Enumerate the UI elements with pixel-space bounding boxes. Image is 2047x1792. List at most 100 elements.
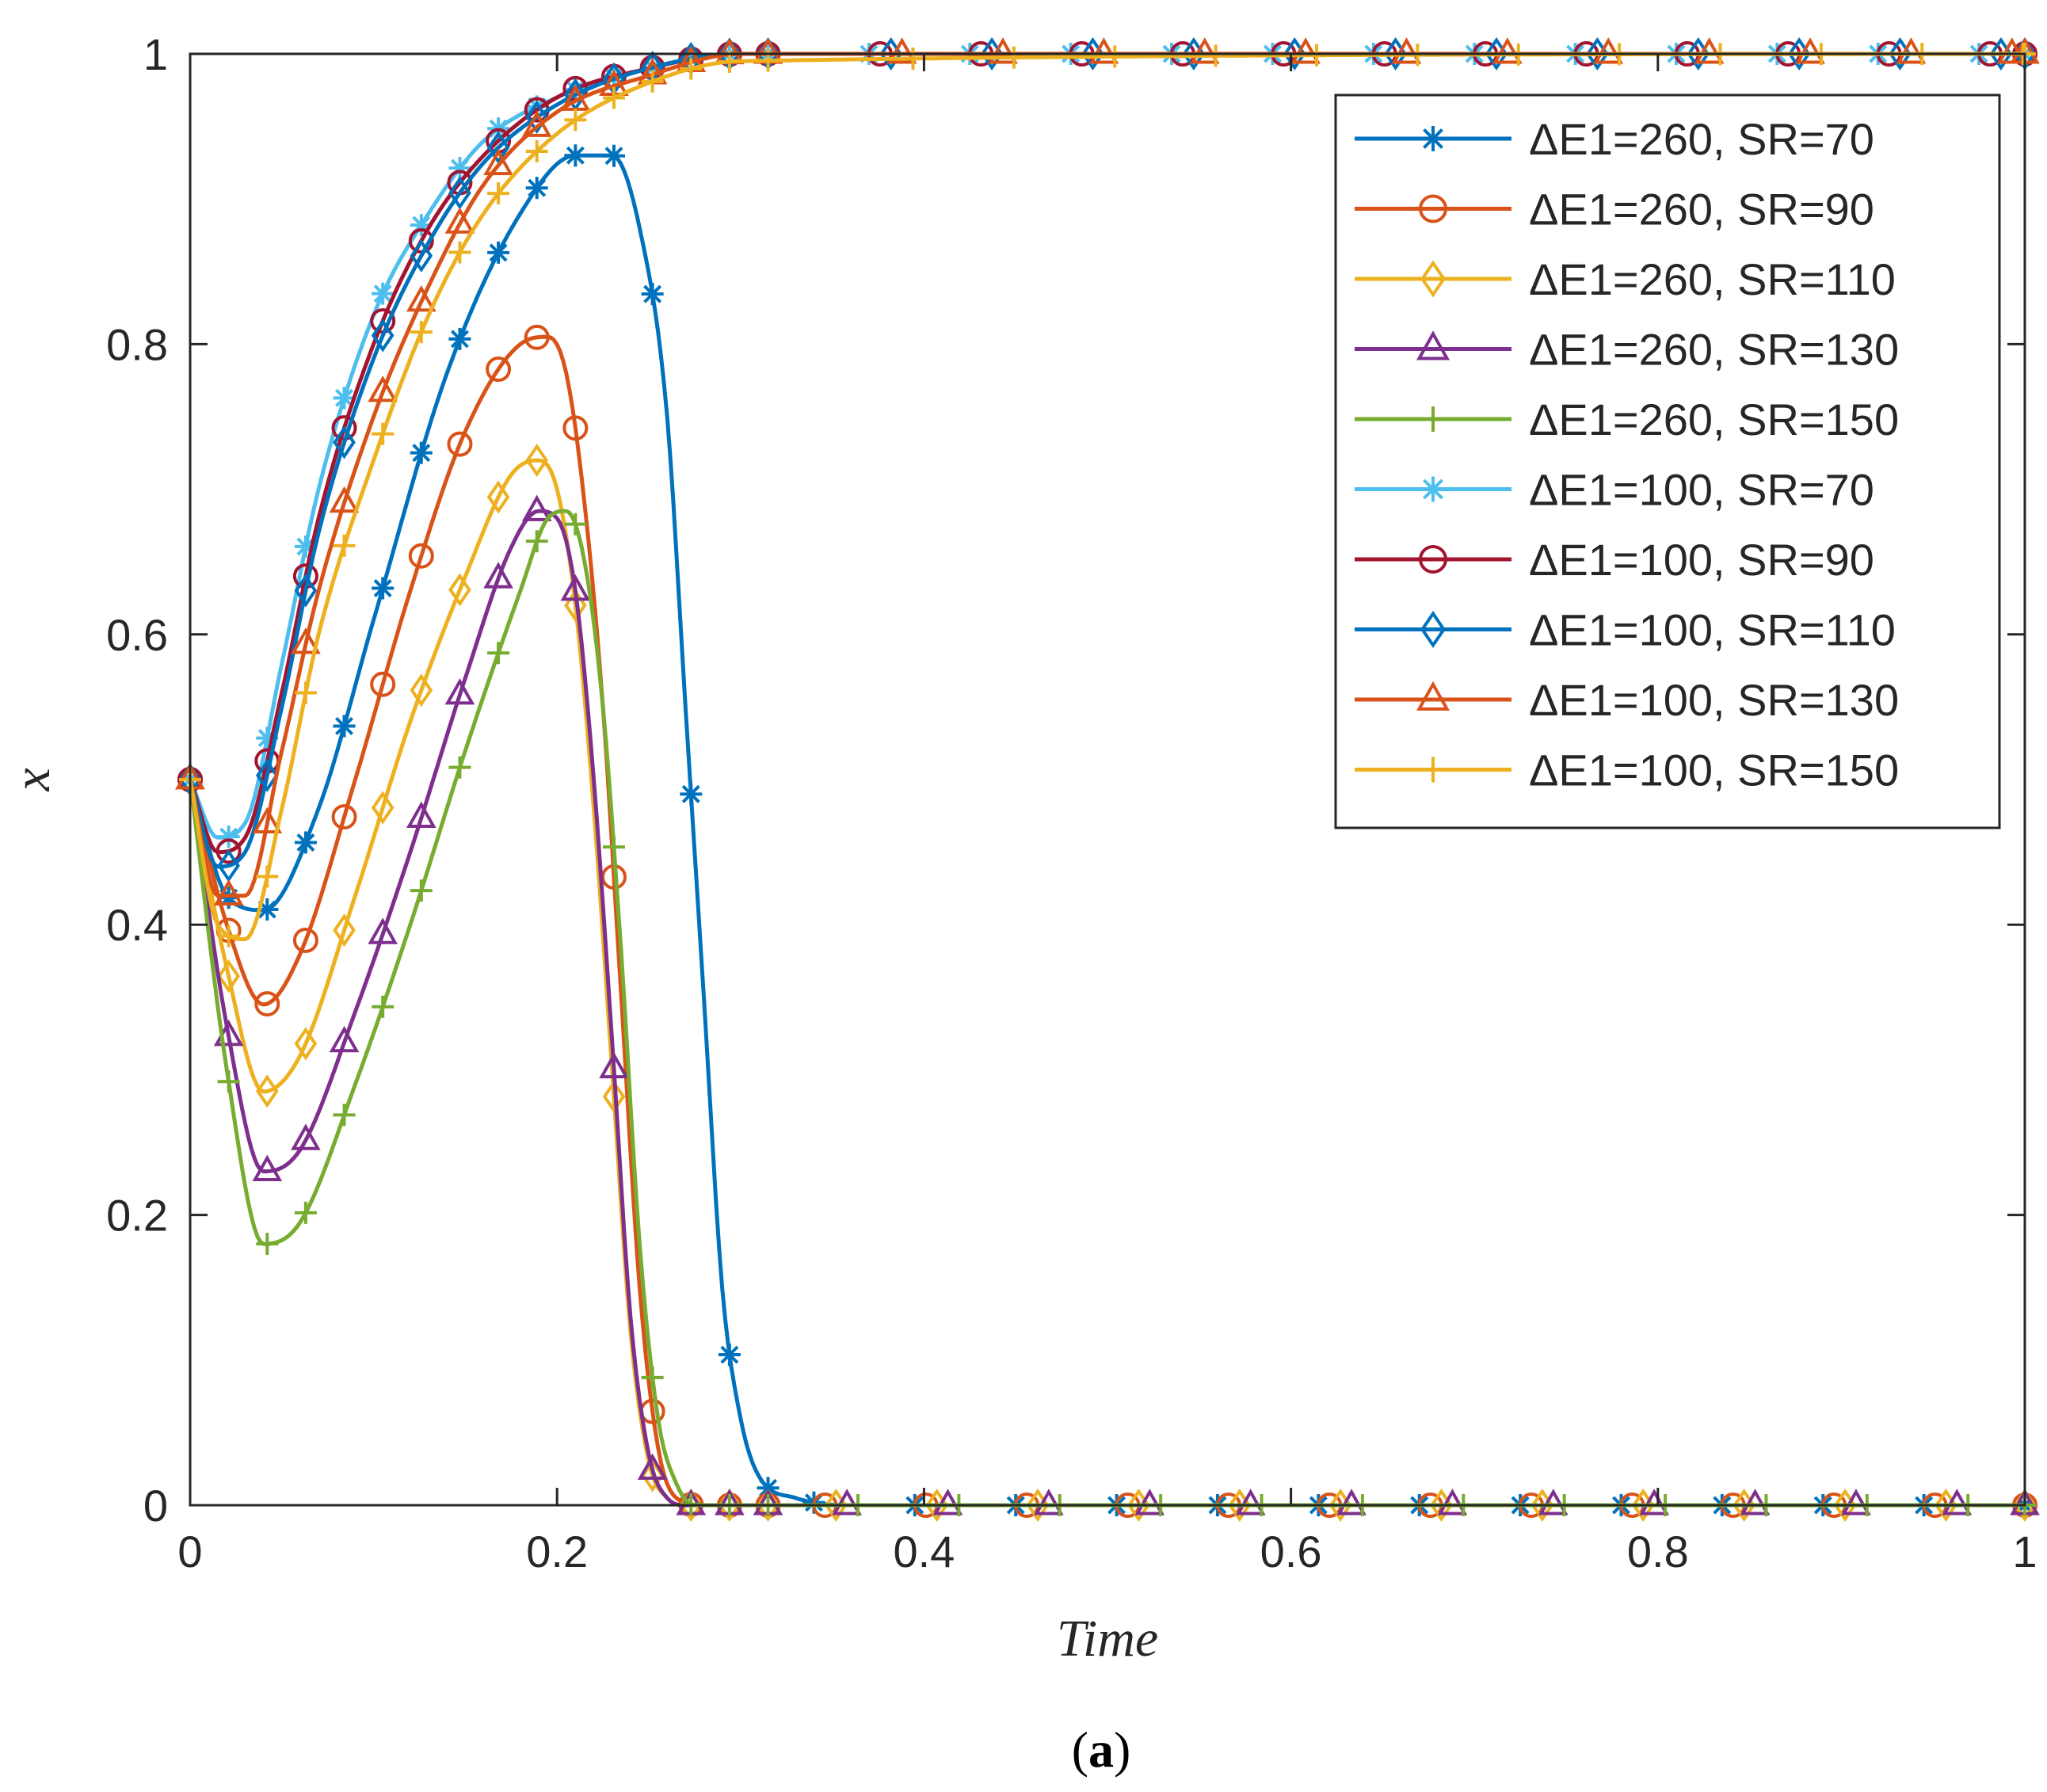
data-point-marker <box>255 1074 279 1108</box>
legend-label: ΔE1=260, SR=90 <box>1529 185 1874 234</box>
data-point-marker <box>213 879 244 906</box>
data-point-marker <box>1416 681 1450 711</box>
legend-item: ΔE1=260, SR=130 <box>1355 325 1899 375</box>
data-point-marker <box>217 1070 240 1093</box>
data-point-marker <box>444 678 475 705</box>
data-point-marker <box>294 831 317 854</box>
legend-label: ΔE1=260, SR=150 <box>1529 395 1899 444</box>
plot-frame <box>189 52 2026 1507</box>
data-point-marker <box>562 415 589 441</box>
data-point-marker <box>1795 37 1825 64</box>
data-point-marker <box>410 879 433 902</box>
data-point-marker <box>1538 1489 1569 1516</box>
data-point-marker <box>564 144 587 167</box>
data-point-marker <box>371 791 395 825</box>
legend-item: ΔE1=260, SR=150 <box>1355 395 1899 444</box>
data-point-marker <box>641 1366 664 1389</box>
data-point-marker <box>252 806 283 834</box>
data-point-marker <box>602 1080 626 1114</box>
data-point-marker <box>1593 37 1624 64</box>
data-point-marker <box>932 1489 963 1516</box>
data-point-marker <box>988 37 1018 64</box>
data-point-marker <box>256 865 279 888</box>
data-point-marker <box>525 177 548 200</box>
data-point-marker <box>1336 1489 1367 1516</box>
data-point-marker <box>333 534 356 557</box>
data-point-marker <box>333 715 356 738</box>
data-point-marker <box>294 1027 318 1061</box>
data-point-marker <box>680 57 703 80</box>
data-point-marker <box>291 1123 321 1150</box>
data-point-marker <box>1420 476 1446 502</box>
data-point-marker <box>329 486 360 513</box>
data-point-marker <box>486 480 510 514</box>
legend-item: ΔE1=260, SR=70 <box>1355 114 1874 164</box>
data-point-marker <box>1492 37 1523 64</box>
data-point-marker <box>372 282 395 305</box>
data-point-marker <box>1189 37 1220 64</box>
data-point-marker <box>410 441 433 464</box>
data-point-marker <box>372 577 395 600</box>
data-point-marker <box>1841 1489 1871 1516</box>
data-point-marker <box>448 327 471 350</box>
y-axis-label: x <box>3 768 61 791</box>
data-point-marker <box>333 425 356 459</box>
legend-label: ΔE1=260, SR=110 <box>1529 254 1896 304</box>
data-point-marker <box>294 681 317 704</box>
data-point-marker <box>641 283 664 306</box>
legend-item: ΔE1=100, SR=110 <box>1355 605 1896 655</box>
data-point-marker <box>1391 37 1422 64</box>
data-point-marker <box>1420 260 1447 298</box>
y-tick-label: 0.4 <box>106 900 168 950</box>
data-point-marker <box>1290 37 1321 64</box>
data-point-marker <box>718 1344 741 1367</box>
data-point-marker <box>486 356 512 383</box>
data-point-marker <box>525 530 548 553</box>
y-tick-label: 0 <box>143 1481 168 1531</box>
data-point-marker <box>602 836 625 859</box>
legend-label: ΔE1=260, SR=130 <box>1529 325 1899 375</box>
legend-item: ΔE1=100, SR=90 <box>1355 535 1874 585</box>
data-point-marker <box>215 838 242 864</box>
data-point-marker <box>406 284 436 312</box>
data-point-marker <box>1002 46 1025 69</box>
data-point-marker <box>564 109 587 132</box>
data-point-marker <box>255 758 279 792</box>
legend-label: ΔE1=100, SR=130 <box>1529 675 1899 725</box>
data-point-marker <box>564 513 587 536</box>
data-point-marker <box>1204 44 1227 67</box>
x-tick-label: 0.4 <box>893 1527 955 1577</box>
data-point-marker <box>1235 1489 1266 1516</box>
data-point-marker <box>525 139 548 162</box>
data-point-marker <box>486 131 510 165</box>
legend-label: ΔE1=100, SR=110 <box>1529 605 1896 655</box>
x-tick-label: 0.8 <box>1627 1527 1689 1577</box>
legend-label: ΔE1=100, SR=70 <box>1529 465 1874 515</box>
data-point-marker <box>333 913 356 947</box>
x-tick-label: 1 <box>2012 1527 2037 1577</box>
x-tick-label: 0 <box>177 1527 202 1577</box>
data-point-marker <box>372 422 395 445</box>
data-point-marker <box>1088 37 1119 64</box>
data-point-marker <box>292 927 318 953</box>
data-point-marker <box>1694 37 1725 64</box>
legend-item: ΔE1=260, SR=110 <box>1355 254 1896 304</box>
data-point-marker <box>448 756 471 779</box>
legend-label: ΔE1=260, SR=70 <box>1529 114 1874 164</box>
data-point-marker <box>602 144 625 167</box>
data-point-marker <box>444 207 475 234</box>
figure-caption: (a) <box>1072 1721 1131 1778</box>
data-point-marker <box>370 671 396 697</box>
data-point-marker <box>524 324 550 350</box>
data-point-marker <box>252 1154 283 1182</box>
data-point-marker <box>294 1201 317 1224</box>
data-point-marker <box>832 1489 862 1516</box>
data-point-marker <box>483 148 513 176</box>
data-point-marker <box>1416 330 1450 360</box>
data-point-marker <box>368 917 398 944</box>
data-point-marker <box>410 673 433 707</box>
data-point-marker <box>256 1233 279 1256</box>
data-point-marker <box>525 100 549 135</box>
